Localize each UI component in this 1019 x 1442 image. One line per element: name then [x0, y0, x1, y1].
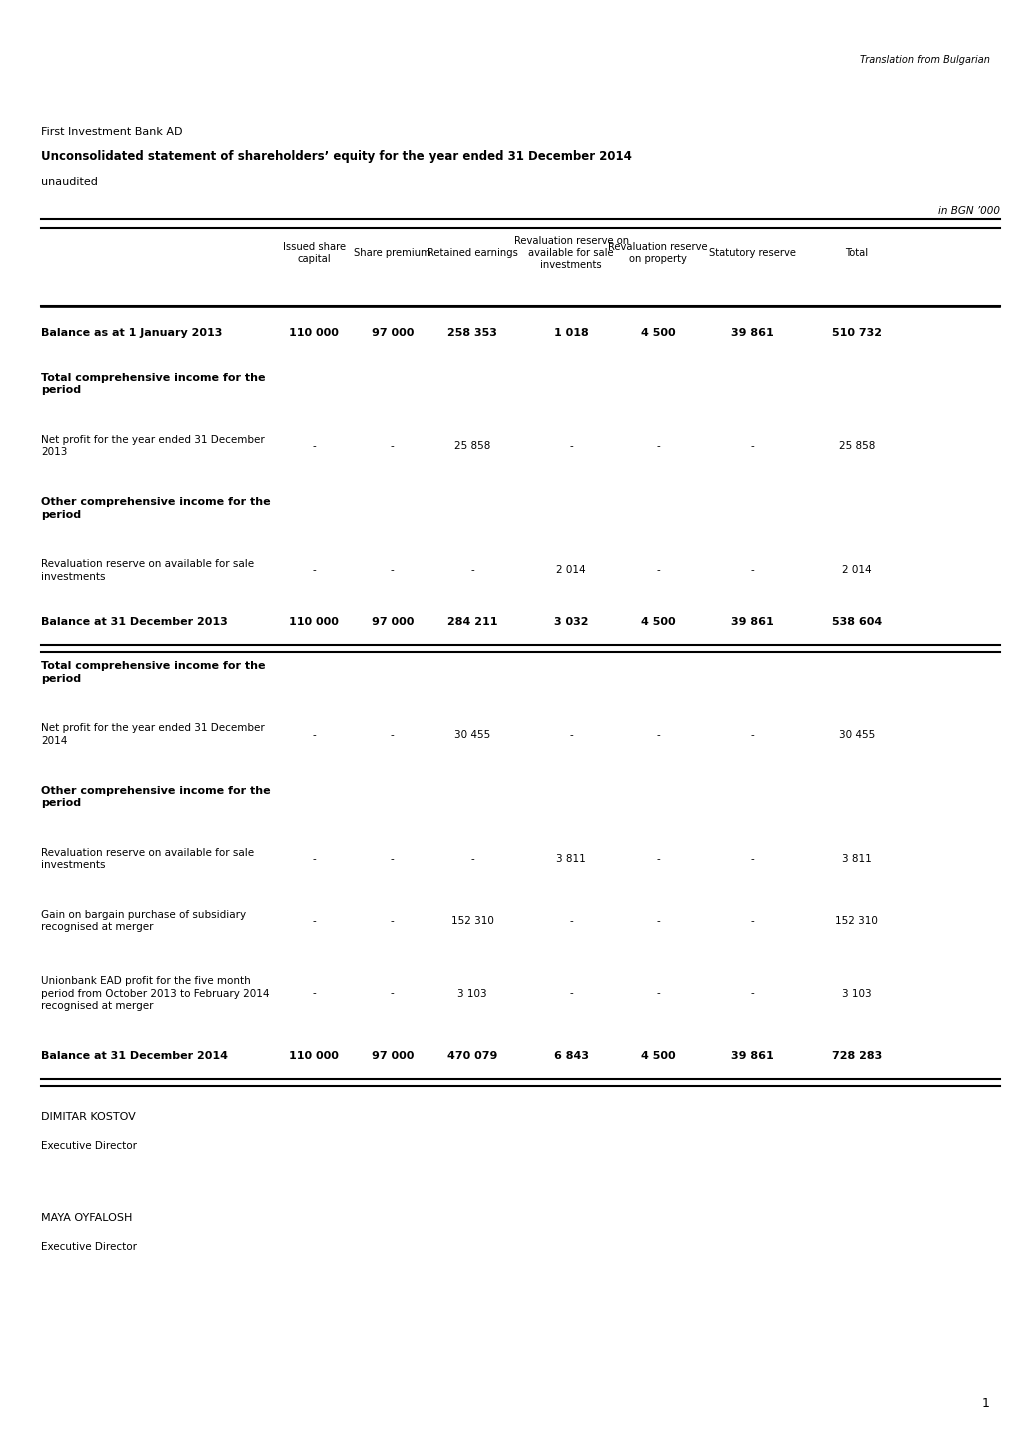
Text: 4 500: 4 500 — [640, 329, 675, 337]
Text: DIMITAR KOSTOV: DIMITAR KOSTOV — [41, 1112, 136, 1122]
Text: -: - — [470, 854, 474, 864]
Text: Issued share
capital: Issued share capital — [282, 242, 345, 264]
Text: -: - — [390, 441, 394, 451]
Text: Executive Director: Executive Director — [41, 1242, 137, 1252]
Text: 284 211: 284 211 — [446, 617, 497, 626]
Text: Revaluation reserve on available for sale
investments: Revaluation reserve on available for sal… — [41, 848, 254, 870]
Text: -: - — [655, 565, 659, 575]
Text: Revaluation reserve on
available for sale
investments: Revaluation reserve on available for sal… — [514, 235, 628, 271]
Text: 470 079: 470 079 — [446, 1051, 497, 1060]
Text: Balance at 31 December 2013: Balance at 31 December 2013 — [41, 617, 227, 626]
Text: Other comprehensive income for the
period: Other comprehensive income for the perio… — [41, 497, 270, 519]
Text: Total comprehensive income for the
period: Total comprehensive income for the perio… — [41, 373, 265, 395]
Text: 258 353: 258 353 — [447, 329, 496, 337]
Text: -: - — [470, 565, 474, 575]
Text: -: - — [569, 916, 573, 926]
Text: 110 000: 110 000 — [289, 329, 338, 337]
Text: -: - — [312, 989, 316, 998]
Text: -: - — [750, 730, 754, 740]
Text: Net profit for the year ended 31 December
2013: Net profit for the year ended 31 Decembe… — [41, 435, 264, 457]
Text: 30 455: 30 455 — [453, 730, 490, 740]
Text: -: - — [312, 441, 316, 451]
Text: unaudited: unaudited — [41, 177, 98, 187]
Text: 39 861: 39 861 — [731, 1051, 773, 1060]
Text: Translation from Bulgarian: Translation from Bulgarian — [859, 55, 988, 65]
Text: -: - — [312, 565, 316, 575]
Text: -: - — [390, 730, 394, 740]
Text: -: - — [655, 989, 659, 998]
Text: 4 500: 4 500 — [640, 1051, 675, 1060]
Text: Retained earnings: Retained earnings — [426, 248, 518, 258]
Text: Net profit for the year ended 31 December
2014: Net profit for the year ended 31 Decembe… — [41, 724, 264, 746]
Text: -: - — [750, 916, 754, 926]
Text: 39 861: 39 861 — [731, 329, 773, 337]
Text: 6 843: 6 843 — [553, 1051, 588, 1060]
Text: -: - — [312, 730, 316, 740]
Text: Gain on bargain purchase of subsidiary
recognised at merger: Gain on bargain purchase of subsidiary r… — [41, 910, 246, 932]
Text: 3 032: 3 032 — [553, 617, 588, 626]
Text: 39 861: 39 861 — [731, 617, 773, 626]
Text: Statutory reserve: Statutory reserve — [708, 248, 796, 258]
Text: 97 000: 97 000 — [371, 1051, 414, 1060]
Text: 30 455: 30 455 — [838, 730, 874, 740]
Text: MAYA OYFALOSH: MAYA OYFALOSH — [41, 1213, 132, 1223]
Text: 97 000: 97 000 — [371, 617, 414, 626]
Text: -: - — [569, 441, 573, 451]
Text: Balance as at 1 January 2013: Balance as at 1 January 2013 — [41, 329, 222, 337]
Text: Total comprehensive income for the
period: Total comprehensive income for the perio… — [41, 662, 265, 684]
Text: Executive Director: Executive Director — [41, 1141, 137, 1151]
Text: -: - — [750, 565, 754, 575]
Text: 3 103: 3 103 — [457, 989, 487, 998]
Text: -: - — [312, 854, 316, 864]
Text: Other comprehensive income for the
period: Other comprehensive income for the perio… — [41, 786, 270, 808]
Text: 97 000: 97 000 — [371, 329, 414, 337]
Text: 110 000: 110 000 — [289, 1051, 338, 1060]
Text: -: - — [312, 916, 316, 926]
Text: 3 103: 3 103 — [841, 989, 871, 998]
Text: Total: Total — [845, 248, 867, 258]
Text: 1: 1 — [980, 1397, 988, 1410]
Text: 3 811: 3 811 — [555, 854, 586, 864]
Text: in BGN ’000: in BGN ’000 — [936, 206, 999, 216]
Text: 510 732: 510 732 — [830, 329, 881, 337]
Text: 152 310: 152 310 — [450, 916, 493, 926]
Text: 728 283: 728 283 — [830, 1051, 881, 1060]
Text: -: - — [390, 565, 394, 575]
Text: -: - — [750, 441, 754, 451]
Text: -: - — [750, 854, 754, 864]
Text: 1 018: 1 018 — [553, 329, 588, 337]
Text: -: - — [655, 441, 659, 451]
Text: 25 858: 25 858 — [453, 441, 490, 451]
Text: 2 014: 2 014 — [555, 565, 586, 575]
Text: Unionbank EAD profit for the five month
period from October 2013 to February 201: Unionbank EAD profit for the five month … — [41, 976, 269, 1011]
Text: 152 310: 152 310 — [835, 916, 877, 926]
Text: Share premium: Share premium — [354, 248, 431, 258]
Text: -: - — [655, 730, 659, 740]
Text: 4 500: 4 500 — [640, 617, 675, 626]
Text: 2 014: 2 014 — [841, 565, 871, 575]
Text: 3 811: 3 811 — [841, 854, 871, 864]
Text: Revaluation reserve
on property: Revaluation reserve on property — [607, 242, 707, 264]
Text: -: - — [655, 916, 659, 926]
Text: Unconsolidated statement of shareholders’ equity for the year ended 31 December : Unconsolidated statement of shareholders… — [41, 150, 631, 163]
Text: 538 604: 538 604 — [830, 617, 881, 626]
Text: 25 858: 25 858 — [838, 441, 874, 451]
Text: Balance at 31 December 2014: Balance at 31 December 2014 — [41, 1051, 227, 1060]
Text: -: - — [569, 989, 573, 998]
Text: -: - — [390, 854, 394, 864]
Text: -: - — [569, 730, 573, 740]
Text: -: - — [750, 989, 754, 998]
Text: -: - — [390, 989, 394, 998]
Text: -: - — [655, 854, 659, 864]
Text: -: - — [390, 916, 394, 926]
Text: Revaluation reserve on available for sale
investments: Revaluation reserve on available for sal… — [41, 559, 254, 581]
Text: 110 000: 110 000 — [289, 617, 338, 626]
Text: First Investment Bank AD: First Investment Bank AD — [41, 127, 182, 137]
